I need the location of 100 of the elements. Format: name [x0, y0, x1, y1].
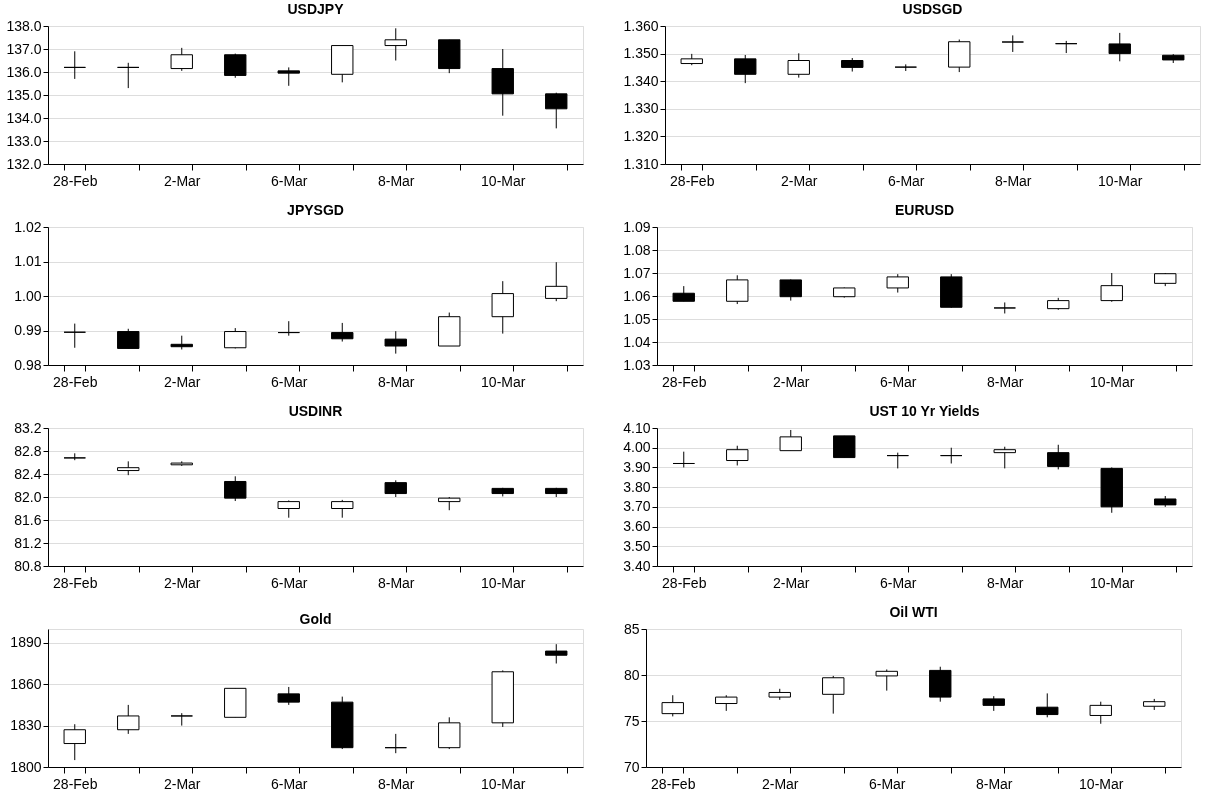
y-tick-label: 83.2: [14, 419, 42, 436]
y-tick-label: 1.330: [623, 100, 659, 117]
x-tick-label: 10-Mar: [481, 574, 526, 591]
y-tick-label: 1.05: [623, 310, 651, 327]
x-tick-label: 6-Mar: [879, 574, 917, 591]
candlestick: [384, 733, 407, 754]
x-tick-label: 8-Mar: [975, 775, 1013, 792]
x-tick-label: 6-Mar: [879, 373, 917, 390]
x-tick-label: 2-Mar: [761, 775, 799, 792]
x-tick-label: 2-Mar: [772, 574, 810, 591]
x-tick-label: 8-Mar: [377, 172, 415, 189]
candlestick: [170, 712, 193, 727]
y-tick-label: 135.0: [6, 86, 42, 103]
chart-title: USDINR: [288, 403, 343, 419]
candlestick: [170, 47, 193, 72]
y-tick-label: 1.09: [623, 218, 651, 235]
candlestick: [491, 280, 514, 335]
x-tick-label: 10-Mar: [1098, 172, 1143, 189]
candlestick: [224, 53, 247, 79]
candlestick: [117, 62, 140, 89]
x-tick-label: 8-Mar: [986, 373, 1024, 390]
x-tick-label: 10-Mar: [1079, 775, 1124, 792]
y-tick-label: 133.0: [6, 132, 42, 149]
y-tick-label: 1.360: [623, 17, 659, 34]
y-tick-label: 3.60: [623, 518, 651, 535]
y-tick-label: 1860: [10, 675, 42, 692]
x-tick-label: 28-Feb: [53, 574, 98, 591]
y-tick-label: 137.0: [6, 40, 42, 57]
x-tick-label: 2-Mar: [772, 373, 810, 390]
y-tick-label: 82.0: [14, 488, 42, 505]
y-tick-label: 70: [623, 758, 640, 775]
x-tick-label: 8-Mar: [986, 574, 1024, 591]
x-tick-label: 6-Mar: [270, 172, 308, 189]
candlestick: [384, 330, 407, 355]
x-tick-label: 2-Mar: [163, 574, 201, 591]
y-tick-label: 1.310: [623, 155, 659, 172]
candlestick: [779, 429, 802, 452]
candlestick: [545, 643, 568, 664]
candlestick: [1036, 692, 1059, 718]
chart-title: USDSGD: [902, 1, 963, 17]
y-tick-label: 134.0: [6, 109, 42, 126]
candlestick: [875, 668, 898, 692]
y-tick-label: 1.350: [623, 45, 659, 62]
candlestick: [726, 445, 749, 466]
x-tick-label: 6-Mar: [270, 574, 308, 591]
x-tick-label: 2-Mar: [780, 172, 818, 189]
x-tick-label: 28-Feb: [662, 373, 707, 390]
y-tick-label: 80.8: [14, 557, 42, 574]
x-tick-label: 28-Feb: [662, 574, 707, 591]
y-tick-label: 82.8: [14, 442, 42, 459]
y-tick-label: 80: [623, 666, 640, 683]
chart-title: UST 10 Yr Yields: [869, 403, 980, 419]
candlestick: [1055, 40, 1078, 54]
candlestick: [886, 273, 909, 294]
x-tick-label: 28-Feb: [53, 373, 98, 390]
x-tick-label: 6-Mar: [868, 775, 906, 792]
y-tick-label: 132.0: [6, 155, 42, 172]
chart-title: Gold: [299, 611, 332, 627]
y-tick-label: 1.320: [623, 127, 659, 144]
x-tick-label: 6-Mar: [270, 373, 308, 390]
y-tick-label: 3.90: [623, 458, 651, 475]
y-tick-label: 3.80: [623, 478, 651, 495]
x-tick-label: 2-Mar: [163, 172, 201, 189]
y-tick-label: 81.2: [14, 534, 42, 551]
y-tick-label: 3.70: [623, 498, 651, 515]
candlestick: [822, 675, 845, 715]
x-tick-label: 10-Mar: [481, 172, 526, 189]
x-tick-label: 6-Mar: [887, 172, 925, 189]
candlestick: [1047, 444, 1070, 470]
y-tick-label: 136.0: [6, 63, 42, 80]
x-tick-label: 28-Feb: [53, 775, 98, 792]
candlestick: [545, 261, 568, 302]
x-tick-label: 10-Mar: [1090, 373, 1135, 390]
candlestick: [1089, 701, 1112, 725]
candlestick: [117, 328, 140, 349]
x-tick-label: 8-Mar: [377, 775, 415, 792]
candlestick: [224, 475, 247, 502]
y-tick-label: 1.07: [623, 264, 651, 281]
chart-title: Oil WTI: [889, 604, 938, 620]
y-tick-label: 1.08: [623, 241, 651, 258]
y-tick-label: 1.02: [14, 218, 42, 235]
chart-title: EURUSD: [894, 202, 955, 218]
x-tick-label: 6-Mar: [270, 775, 308, 792]
candlestick: [277, 66, 300, 87]
x-tick-label: 28-Feb: [670, 172, 715, 189]
candlestick: [779, 278, 802, 302]
y-tick-label: 4.10: [623, 419, 651, 436]
x-tick-label: 28-Feb: [651, 775, 696, 792]
y-tick-label: 1890: [10, 634, 42, 651]
x-tick-label: 8-Mar: [377, 373, 415, 390]
candlestick: [993, 446, 1016, 469]
candlestick: [331, 322, 354, 343]
candlestick: [661, 694, 684, 717]
x-tick-label: 10-Mar: [481, 775, 526, 792]
y-tick-label: 138.0: [6, 17, 42, 34]
candlestick: [1108, 32, 1131, 62]
x-tick-label: 2-Mar: [163, 775, 201, 792]
candlestick: [63, 723, 86, 761]
y-tick-label: 82.4: [14, 465, 42, 482]
y-tick-label: 1830: [10, 717, 42, 734]
